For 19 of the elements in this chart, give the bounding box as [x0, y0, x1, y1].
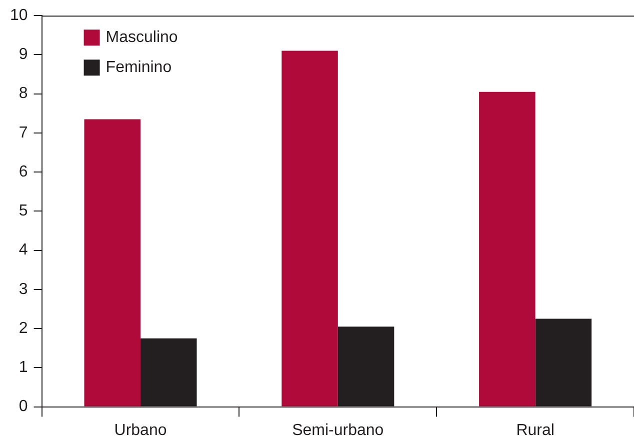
y-tick-label: 10 — [10, 7, 28, 24]
y-tick-label: 4 — [18, 242, 28, 259]
y-tick-label: 5 — [18, 202, 28, 220]
legend-label: Feminino — [106, 59, 172, 76]
y-tick-label: 0 — [18, 398, 28, 416]
bar — [282, 50, 338, 406]
y-tick-label: 9 — [18, 46, 28, 64]
y-tick-label: 3 — [18, 280, 28, 298]
x-tick-label: Semi-urbano — [292, 422, 384, 439]
bar — [84, 119, 140, 406]
bar — [479, 92, 536, 406]
x-tick-label: Urbano — [114, 422, 167, 439]
y-tick-label: 2 — [18, 320, 28, 337]
legend-label: Masculino — [106, 29, 178, 46]
x-tick-label: Rural — [516, 422, 554, 439]
y-tick-label: 6 — [18, 163, 28, 180]
y-tick-label: 8 — [18, 85, 28, 102]
y-tick-label: 7 — [18, 124, 28, 142]
y-tick-label: 1 — [18, 359, 28, 376]
